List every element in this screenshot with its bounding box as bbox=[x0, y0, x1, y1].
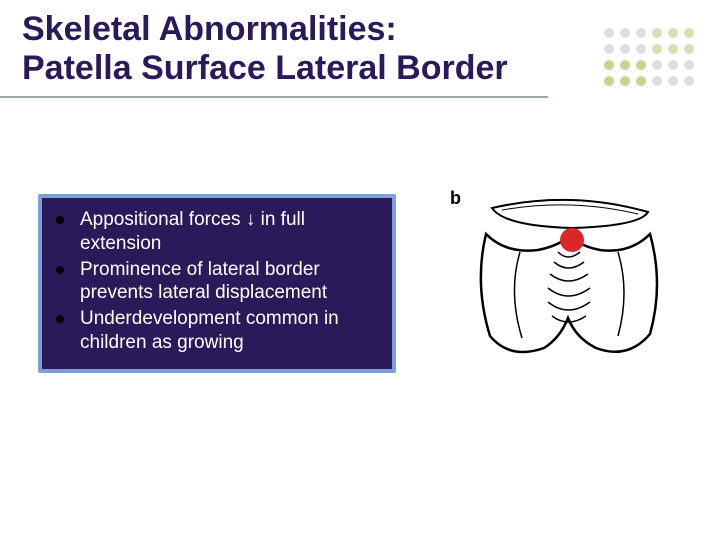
dot-icon bbox=[636, 28, 646, 38]
dot-icon bbox=[684, 28, 694, 38]
bullet-icon bbox=[56, 216, 64, 224]
bullet-text: Underdevelopment common in children as g… bbox=[80, 307, 384, 355]
dot-icon bbox=[604, 76, 614, 86]
title-line-2: Patella Surface Lateral Border bbox=[22, 49, 508, 87]
dot-icon bbox=[652, 76, 662, 86]
decorative-dot-grid bbox=[604, 28, 694, 92]
dot-icon bbox=[604, 60, 614, 70]
list-item: Prominence of lateral border prevents la… bbox=[50, 258, 384, 306]
bullet-list: Appositional forces ↓ in full extensionP… bbox=[50, 208, 384, 355]
dot-row bbox=[604, 28, 694, 38]
femur-trochlea-diagram bbox=[450, 188, 682, 368]
figure-label: b bbox=[450, 188, 461, 209]
dot-icon bbox=[684, 44, 694, 54]
content-box: Appositional forces ↓ in full extensionP… bbox=[38, 194, 396, 373]
dot-icon bbox=[668, 44, 678, 54]
dot-row bbox=[604, 44, 694, 54]
dot-icon bbox=[684, 60, 694, 70]
highlight-dot-icon bbox=[560, 228, 584, 252]
dot-icon bbox=[684, 76, 694, 86]
dot-icon bbox=[620, 76, 630, 86]
dot-icon bbox=[620, 28, 630, 38]
dot-icon bbox=[652, 28, 662, 38]
dot-icon bbox=[636, 60, 646, 70]
slide-title: Skeletal Abnormalities: Patella Surface … bbox=[22, 10, 508, 88]
bullet-text: Appositional forces ↓ in full extension bbox=[80, 208, 384, 256]
dot-row bbox=[604, 76, 694, 86]
dot-icon bbox=[652, 44, 662, 54]
dot-icon bbox=[604, 44, 614, 54]
bullet-icon bbox=[56, 266, 64, 274]
title-line-1: Skeletal Abnormalities: bbox=[22, 10, 397, 48]
title-underline bbox=[0, 96, 548, 98]
bullet-text: Prominence of lateral border prevents la… bbox=[80, 258, 384, 306]
content-box-inner: Appositional forces ↓ in full extensionP… bbox=[42, 198, 392, 369]
bullet-icon bbox=[56, 315, 64, 323]
dot-icon bbox=[668, 60, 678, 70]
dot-icon bbox=[636, 76, 646, 86]
list-item: Underdevelopment common in children as g… bbox=[50, 307, 384, 355]
dot-row bbox=[604, 60, 694, 70]
dot-icon bbox=[652, 60, 662, 70]
dot-icon bbox=[604, 28, 614, 38]
dot-icon bbox=[668, 28, 678, 38]
list-item: Appositional forces ↓ in full extension bbox=[50, 208, 384, 256]
dot-icon bbox=[636, 44, 646, 54]
dot-icon bbox=[620, 44, 630, 54]
dot-icon bbox=[668, 76, 678, 86]
anatomy-figure: b bbox=[450, 188, 682, 368]
dot-icon bbox=[620, 60, 630, 70]
